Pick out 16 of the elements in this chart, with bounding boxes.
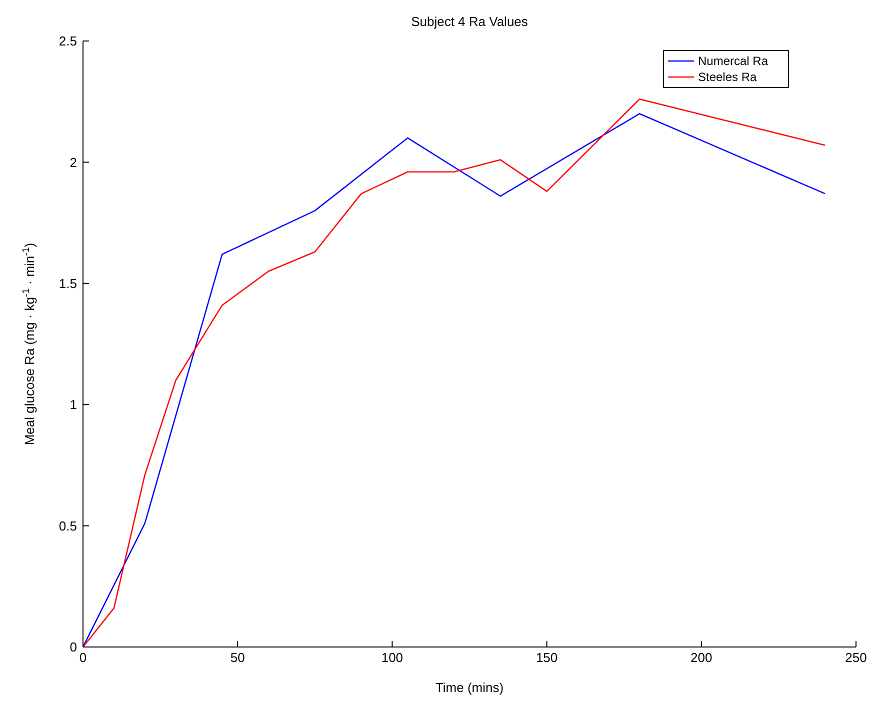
x-tick-label: 100	[381, 650, 404, 666]
x-tick-label: 250	[845, 650, 867, 666]
y-tick-label: 2.5	[58, 34, 77, 49]
y-tick-label: 0	[70, 640, 77, 655]
x-axis-title: Time (mins)	[435, 680, 504, 695]
y-tick-label: 2	[70, 154, 77, 170]
chart-title: Subject 4 Ra Values	[411, 14, 528, 29]
x-tick-label: 150	[536, 650, 558, 666]
x-tick-label: 0	[79, 650, 87, 666]
legend-label: Steeles Ra	[698, 69, 757, 85]
y-tick-label: 1	[70, 397, 77, 412]
y-tick-label: 1.5	[58, 276, 77, 292]
y-tick-label: 0.5	[58, 518, 77, 534]
x-tick-label: 50	[230, 650, 245, 666]
x-tick-label: 200	[690, 650, 712, 666]
legend-label: Numercal Ra	[698, 53, 768, 69]
